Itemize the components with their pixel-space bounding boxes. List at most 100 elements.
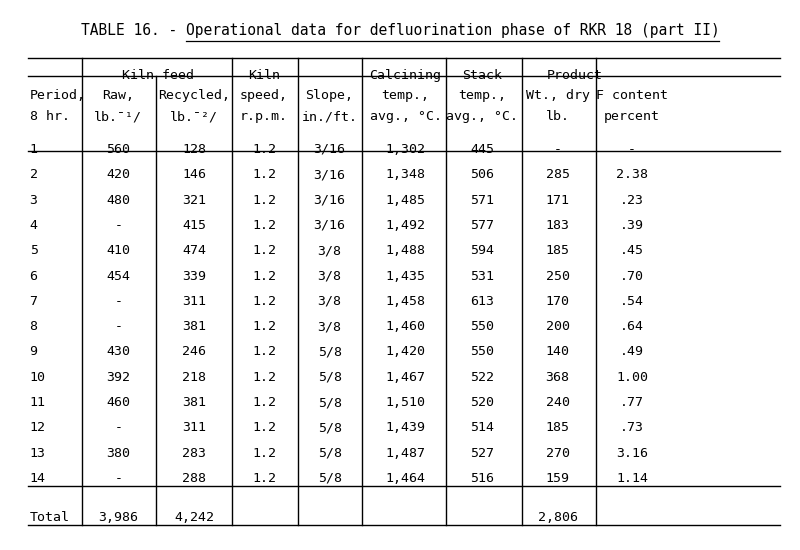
Text: 171: 171	[546, 194, 570, 207]
Text: 1.2: 1.2	[252, 447, 276, 460]
Text: 430: 430	[106, 345, 130, 359]
Text: .23: .23	[620, 194, 644, 207]
Text: 474: 474	[182, 244, 206, 257]
Text: 514: 514	[470, 421, 494, 434]
Text: 170: 170	[546, 295, 570, 308]
Text: 1,420: 1,420	[386, 345, 426, 359]
Text: .73: .73	[620, 421, 644, 434]
Text: 1.2: 1.2	[252, 143, 276, 156]
Text: Wt., dry: Wt., dry	[526, 89, 590, 102]
Text: 1.14: 1.14	[616, 472, 648, 485]
Text: 5: 5	[30, 244, 38, 257]
Text: Stack: Stack	[462, 69, 502, 82]
Text: 283: 283	[182, 447, 206, 460]
Text: 3.16: 3.16	[616, 447, 648, 460]
Text: .54: .54	[620, 295, 644, 308]
Text: 14: 14	[30, 472, 46, 485]
Text: 1.2: 1.2	[252, 270, 276, 283]
Text: 5/8: 5/8	[318, 472, 342, 485]
Text: -: -	[554, 143, 562, 156]
Text: 1,439: 1,439	[386, 421, 426, 434]
Text: 5/8: 5/8	[318, 447, 342, 460]
Text: 594: 594	[470, 244, 494, 257]
Text: 522: 522	[470, 371, 494, 384]
Text: 250: 250	[546, 270, 570, 283]
Text: 5/8: 5/8	[318, 345, 342, 359]
Text: Recycled,: Recycled,	[158, 89, 230, 102]
Text: -: -	[114, 320, 122, 333]
Text: 12: 12	[30, 421, 46, 434]
Text: 311: 311	[182, 295, 206, 308]
Text: 506: 506	[470, 168, 494, 182]
Text: 520: 520	[470, 396, 494, 409]
Text: lb.¯²/: lb.¯²/	[170, 110, 218, 123]
Text: 2: 2	[30, 168, 38, 182]
Text: 2,806: 2,806	[538, 511, 578, 524]
Text: avg., °C.: avg., °C.	[370, 110, 442, 123]
Text: 445: 445	[470, 143, 494, 156]
Text: 11: 11	[30, 396, 46, 409]
Text: .49: .49	[620, 345, 644, 359]
Text: 288: 288	[182, 472, 206, 485]
Text: 454: 454	[106, 270, 130, 283]
Text: 531: 531	[470, 270, 494, 283]
Text: 1,510: 1,510	[386, 396, 426, 409]
Text: 1.2: 1.2	[252, 345, 276, 359]
Text: 311: 311	[182, 421, 206, 434]
Text: Calcining: Calcining	[370, 69, 442, 82]
Text: r.p.m.: r.p.m.	[240, 110, 288, 123]
Text: 1.2: 1.2	[252, 194, 276, 207]
Text: .77: .77	[620, 396, 644, 409]
Text: 368: 368	[546, 371, 570, 384]
Text: 140: 140	[546, 345, 570, 359]
Text: 1.2: 1.2	[252, 244, 276, 257]
Text: .70: .70	[620, 270, 644, 283]
Text: 392: 392	[106, 371, 130, 384]
Text: 246: 246	[182, 345, 206, 359]
Text: 3/8: 3/8	[318, 295, 342, 308]
Text: 1.2: 1.2	[252, 320, 276, 333]
Text: 516: 516	[470, 472, 494, 485]
Text: Kiln: Kiln	[248, 69, 280, 82]
Text: 480: 480	[106, 194, 130, 207]
Text: 9: 9	[30, 345, 38, 359]
Text: 3/16: 3/16	[314, 219, 346, 232]
Text: 550: 550	[470, 345, 494, 359]
Text: 8 hr.: 8 hr.	[30, 110, 70, 123]
Text: 218: 218	[182, 371, 206, 384]
Text: Product: Product	[546, 69, 602, 82]
Text: 1,492: 1,492	[386, 219, 426, 232]
Text: 571: 571	[470, 194, 494, 207]
Text: Total: Total	[30, 511, 70, 524]
Text: .39: .39	[620, 219, 644, 232]
Text: -: -	[114, 295, 122, 308]
Text: 410: 410	[106, 244, 130, 257]
Text: 560: 560	[106, 143, 130, 156]
Text: 577: 577	[470, 219, 494, 232]
Text: 5/8: 5/8	[318, 371, 342, 384]
Text: 8: 8	[30, 320, 38, 333]
Text: .64: .64	[620, 320, 644, 333]
Text: 1,458: 1,458	[386, 295, 426, 308]
Text: 381: 381	[182, 396, 206, 409]
Text: 183: 183	[546, 219, 570, 232]
Text: 128: 128	[182, 143, 206, 156]
Text: 1,467: 1,467	[386, 371, 426, 384]
Text: 3: 3	[30, 194, 38, 207]
Text: 1.2: 1.2	[252, 396, 276, 409]
Text: -: -	[114, 472, 122, 485]
Text: 321: 321	[182, 194, 206, 207]
Text: 380: 380	[106, 447, 130, 460]
Text: 5/8: 5/8	[318, 396, 342, 409]
Text: Period,: Period,	[30, 89, 86, 102]
Text: 159: 159	[546, 472, 570, 485]
Text: -: -	[114, 421, 122, 434]
Text: 3/8: 3/8	[318, 270, 342, 283]
Text: 381: 381	[182, 320, 206, 333]
Text: avg., °C.: avg., °C.	[446, 110, 518, 123]
Text: -: -	[114, 219, 122, 232]
Text: 6: 6	[30, 270, 38, 283]
Text: 5/8: 5/8	[318, 421, 342, 434]
Text: lb.: lb.	[546, 110, 570, 123]
Text: 4: 4	[30, 219, 38, 232]
